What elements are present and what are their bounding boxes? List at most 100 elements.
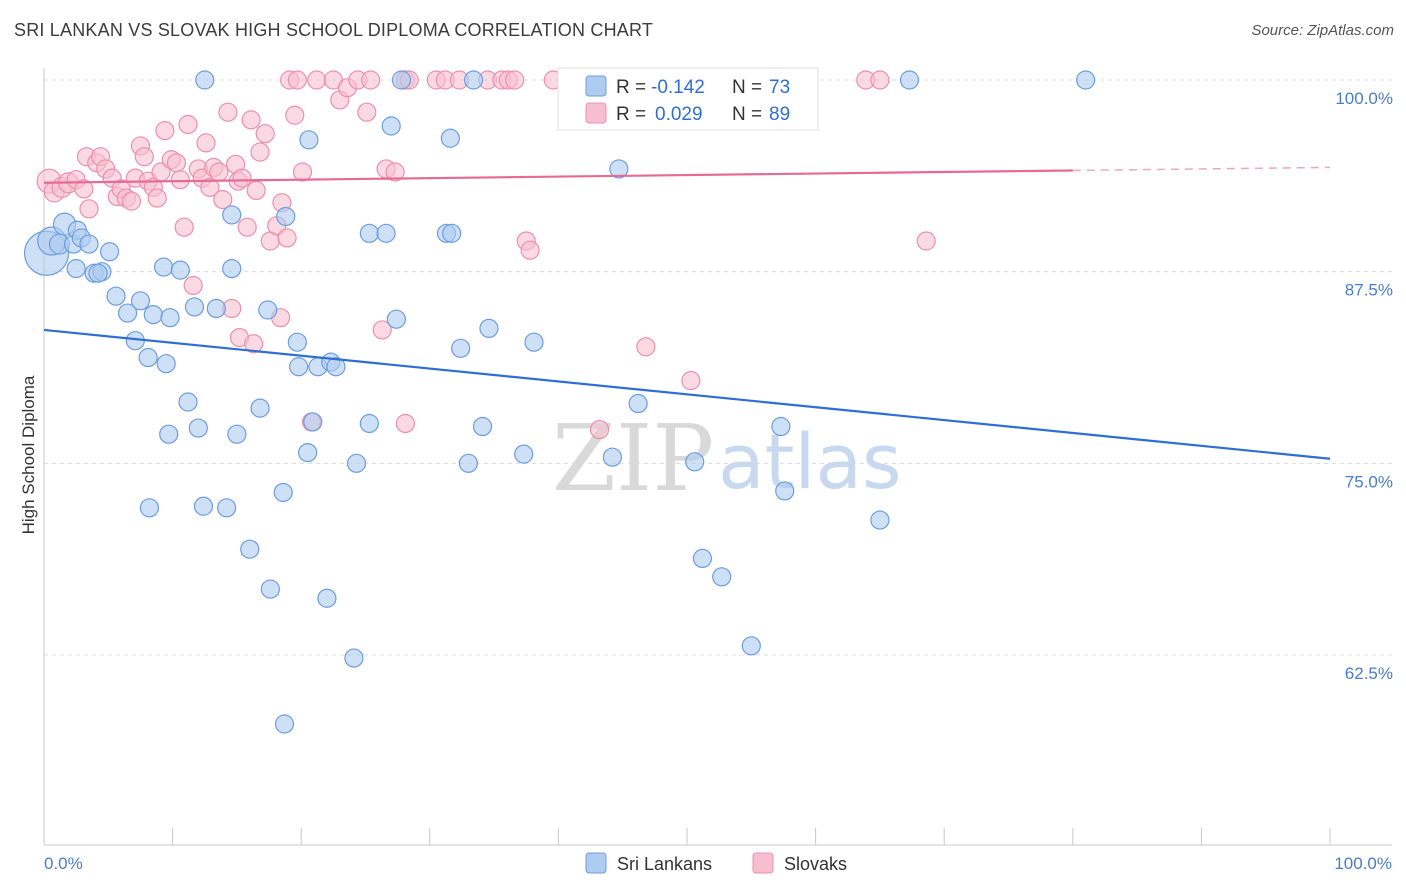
sri-lankans-point — [138, 347, 158, 368]
trend-line — [43, 328, 1331, 460]
slovaks-point — [213, 190, 233, 210]
slovaks-point — [200, 177, 220, 197]
bottom-legend-label-sri-lankans: Sri Lankans — [617, 854, 712, 874]
slovaks-point — [183, 275, 203, 296]
slovaks-point — [79, 199, 99, 219]
sri-lankans-point — [260, 579, 280, 599]
sri-lankans-point — [188, 418, 208, 438]
sri-lankans-point — [609, 159, 629, 179]
legend-swatch-slovaks — [585, 102, 607, 124]
sri-lankans-point — [775, 481, 795, 501]
slovaks-point — [505, 70, 525, 90]
slovaks-point — [395, 413, 415, 434]
slovaks-point — [589, 420, 610, 440]
y-axis-label: High School Diploma — [19, 375, 38, 534]
sri-lankans-point — [440, 128, 460, 148]
x-tick-label-max: 100.0% — [1334, 854, 1392, 873]
sri-lankans-point — [326, 357, 346, 377]
sri-lankans-point — [258, 300, 278, 320]
y-tick-label: 75.0% — [1345, 472, 1393, 491]
sri-lankans-point — [240, 539, 260, 559]
y-tick-label: 62.5% — [1345, 664, 1393, 683]
sri-lankans-point — [79, 234, 99, 254]
sri-lankans-point — [88, 263, 108, 283]
legend-r-label-2: R = — [616, 104, 646, 125]
sri-lankans-point — [222, 205, 242, 225]
x-ticks — [43, 828, 1331, 845]
sri-lankans-point — [159, 424, 179, 444]
sri-lankans-point — [298, 443, 318, 463]
slovaks-point — [385, 162, 405, 182]
slovaks-point — [237, 217, 257, 237]
sri-lankans-point — [472, 416, 493, 437]
sri-lankans-point — [274, 714, 295, 734]
slovaks-point — [166, 153, 187, 173]
slovaks-point — [174, 217, 194, 237]
axes — [43, 68, 1392, 846]
watermark-atlas: atlas — [718, 417, 902, 506]
slovaks-point — [196, 133, 216, 153]
sri-lankans-points — [23, 70, 1096, 734]
source-label: Source: ZipAtlas.com — [1251, 22, 1394, 39]
y-tick-label: 87.5% — [1345, 281, 1393, 300]
sri-lankans-point — [170, 260, 190, 280]
sri-lankans-point — [250, 398, 270, 418]
sri-lankans-point — [479, 318, 499, 338]
sri-lankans-point — [206, 298, 226, 319]
sri-lankans-point — [317, 588, 337, 608]
sri-lankans-point — [391, 70, 412, 90]
gridlines — [44, 79, 1392, 656]
slovaks-point — [241, 110, 261, 130]
sri-lankans-point — [451, 338, 471, 358]
sri-lankans-point — [685, 452, 705, 472]
slovaks-point — [307, 70, 327, 90]
sri-lankans-point — [458, 453, 478, 473]
legend-n-value-2: 89 — [769, 104, 790, 125]
slovaks-point — [287, 70, 307, 90]
sri-lankans-point — [899, 70, 920, 90]
slovaks-point — [285, 105, 305, 125]
sri-lankans-point — [442, 223, 462, 243]
chart-title: SRI LANKAN VS SLOVAK HIGH SCHOOL DIPLOMA… — [14, 20, 654, 40]
sri-lankans-point — [463, 70, 484, 90]
slovaks-point — [170, 170, 190, 190]
slovaks-point — [916, 231, 936, 251]
sri-lankans-point — [359, 413, 379, 434]
slovaks-point — [372, 320, 392, 340]
slovaks-point — [357, 102, 377, 122]
sri-lankans-point — [299, 130, 319, 150]
slovaks-point — [681, 370, 701, 391]
sri-lankans-point — [153, 257, 174, 277]
sri-lankans-point — [712, 567, 732, 587]
slovaks-point — [520, 240, 540, 260]
sri-lankans-point — [139, 498, 160, 518]
bottom-legend-swatch-sri-lankans — [585, 852, 607, 874]
slovaks-point — [178, 114, 198, 135]
sri-lankans-point — [381, 116, 401, 136]
sri-lankans-point — [160, 308, 180, 328]
trend-line — [43, 169, 1073, 184]
sri-lankans-point — [222, 259, 242, 279]
legend-r-label-1: R = — [616, 77, 646, 98]
sri-lankans-point — [227, 424, 247, 444]
slovaks-point — [292, 162, 313, 182]
trend-lines — [43, 166, 1331, 460]
sri-lankans-point — [184, 297, 205, 317]
sri-lankans-point — [376, 223, 396, 243]
sri-lankans-point — [143, 305, 163, 325]
slovaks-point — [147, 188, 167, 208]
bottom-legend: Sri Lankans Slovaks — [585, 852, 847, 874]
sri-lankans-point — [276, 206, 296, 227]
slovaks-point — [255, 124, 275, 144]
slovaks-point — [250, 142, 270, 162]
sri-lankans-point — [195, 70, 215, 90]
sri-lankans-point — [287, 332, 307, 352]
slovaks-point — [244, 334, 264, 354]
bottom-legend-swatch-slovaks — [752, 852, 774, 874]
sri-lankans-point — [524, 332, 544, 352]
legend-n-value-1: 73 — [769, 77, 790, 98]
slovaks-point — [277, 228, 297, 248]
slovaks-point — [134, 147, 154, 167]
sri-lankans-point — [66, 259, 86, 279]
